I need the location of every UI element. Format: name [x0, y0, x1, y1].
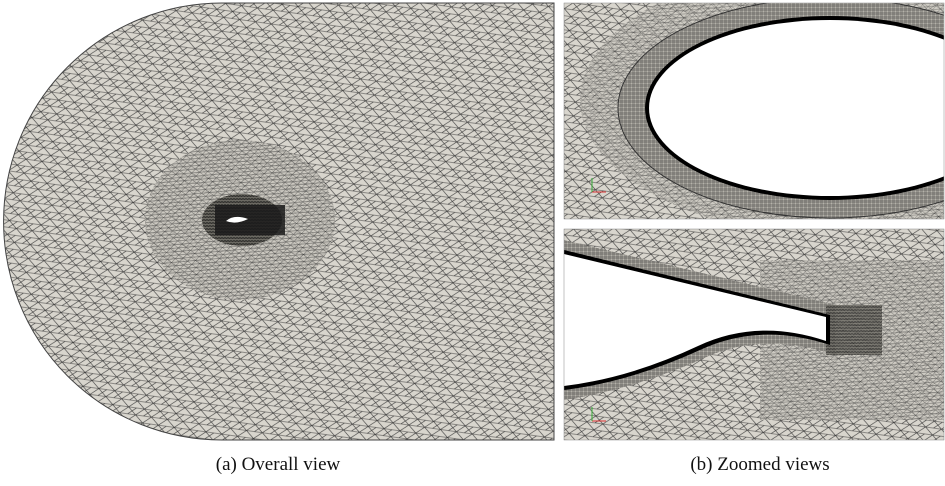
zoom-trailing-edge: [564, 229, 944, 440]
caption: (b) Zoomed views: [610, 454, 910, 476]
figure: (a) Overall view (b) Zoomed views: [0, 0, 945, 486]
caption: (a) Overall view: [128, 454, 428, 476]
zoom-leading-edge: [564, 0, 945, 240]
mesh-figure: [0, 0, 945, 450]
mesh-wake: [215, 205, 285, 235]
